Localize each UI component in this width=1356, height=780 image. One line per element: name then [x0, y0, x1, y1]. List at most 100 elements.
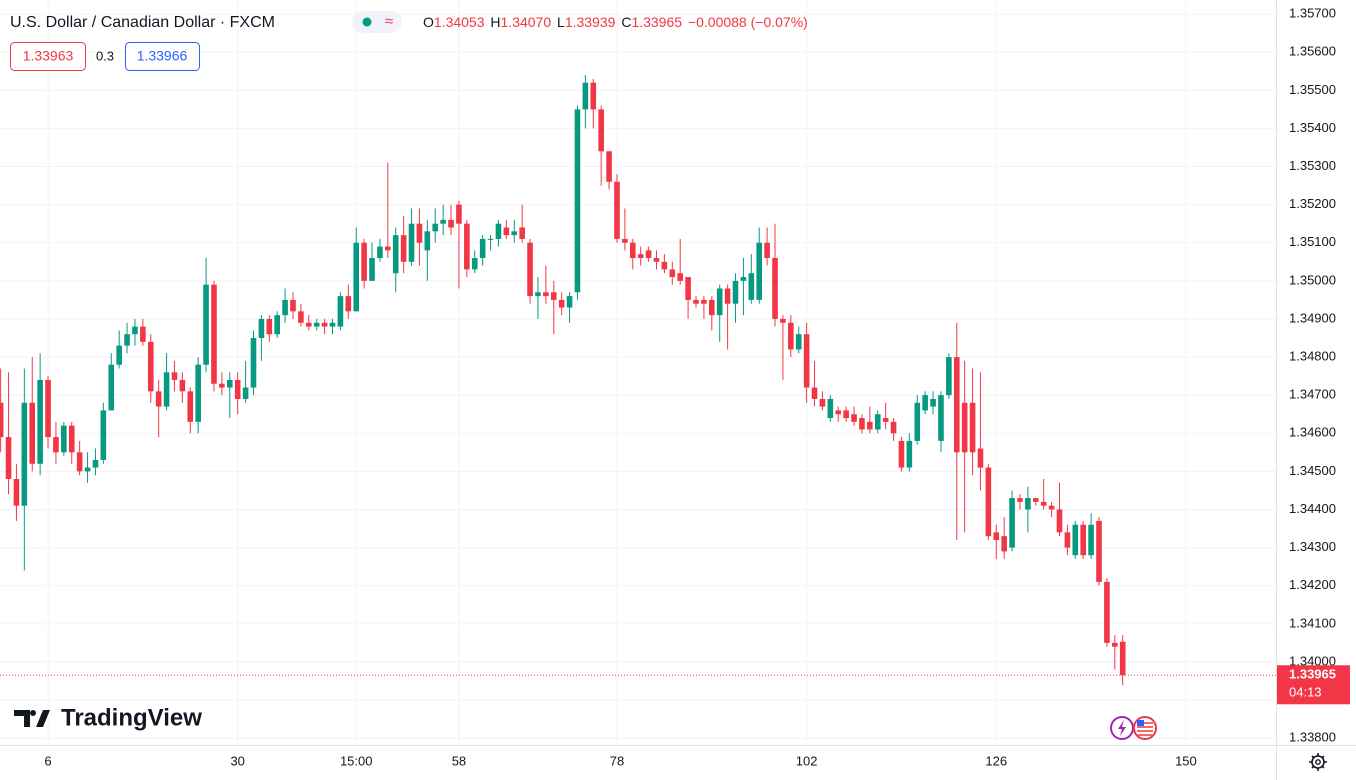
- candle-body: [882, 418, 889, 422]
- candle-body: [566, 296, 573, 308]
- candle-body: [487, 238, 494, 240]
- candle-body: [203, 284, 209, 365]
- y-tick-label: 1.34900: [1289, 310, 1336, 325]
- ohlc-legend: O1.34053 H1.34070 L1.33939 C1.33965 −0.0…: [423, 14, 808, 30]
- bid-price: 1.33963: [23, 48, 74, 64]
- y-tick-label: 1.34600: [1289, 425, 1336, 440]
- candle-body: [313, 322, 320, 327]
- candle-body: [1119, 641, 1126, 676]
- candle-body: [906, 440, 913, 468]
- bid-box[interactable]: [10, 42, 86, 71]
- candle-body: [250, 338, 257, 388]
- x-tick-label: 102: [796, 753, 818, 768]
- candle-body: [424, 231, 431, 251]
- x-tick-label: 126: [985, 753, 1007, 768]
- candle-body: [76, 452, 83, 472]
- delay-icon: ≈: [385, 13, 393, 30]
- settings-gear[interactable]: [1309, 753, 1327, 771]
- candle-body: [977, 448, 984, 468]
- candle-body: [1096, 520, 1102, 582]
- candle-body: [819, 398, 826, 407]
- candle-body: [400, 235, 407, 262]
- candle-body: [985, 467, 992, 537]
- candle-body: [440, 219, 446, 224]
- market-open-dot: [362, 17, 372, 27]
- candle-body: [1032, 498, 1039, 502]
- candle-body: [677, 273, 683, 281]
- x-tick-label: 15:00: [340, 753, 373, 768]
- candle-body: [685, 277, 691, 300]
- y-tick-label: 1.35000: [1289, 272, 1336, 287]
- candle-body: [92, 459, 99, 468]
- candle-body: [543, 292, 549, 297]
- candle-body: [748, 273, 755, 300]
- candle-body: [155, 391, 162, 407]
- y-tick-label: 1.33800: [1289, 730, 1336, 745]
- y-tick-label: 1.35200: [1289, 196, 1336, 211]
- candle-body: [124, 334, 130, 346]
- candle-body: [179, 379, 186, 392]
- candle-body: [495, 223, 502, 239]
- candle-body: [132, 326, 138, 335]
- candle-body: [29, 402, 36, 464]
- candle-body: [211, 284, 217, 384]
- candle-body: [13, 479, 20, 506]
- event-icons[interactable]: [1110, 716, 1157, 740]
- y-tick-label: 1.35500: [1289, 82, 1336, 97]
- candle-body: [851, 414, 857, 422]
- y-tick-label: 1.34000: [1289, 653, 1336, 668]
- candle-body: [938, 395, 944, 441]
- ohlc-value: 1.33939: [565, 14, 616, 30]
- candle-body: [788, 322, 794, 350]
- candle-body: [582, 82, 589, 110]
- candle-body: [1001, 536, 1007, 552]
- candle-body: [716, 288, 723, 316]
- candle-body: [479, 238, 486, 258]
- axes: 1.338001.339001.340001.341001.342001.343…: [44, 6, 1336, 769]
- candle-body: [171, 372, 178, 380]
- candle-body: [163, 372, 170, 407]
- candle-body: [408, 223, 415, 262]
- candle-body: [329, 322, 336, 327]
- ohlc-key: C: [621, 14, 631, 30]
- ask-price: 1.33966: [137, 48, 188, 64]
- candle-body: [337, 296, 344, 327]
- candle-body: [0, 402, 4, 438]
- candle-body: [867, 421, 873, 430]
- candle-body: [1009, 498, 1015, 548]
- candle-body: [859, 418, 865, 430]
- status-pill[interactable]: [352, 11, 402, 33]
- ask-box[interactable]: [125, 42, 200, 71]
- candle-body: [290, 299, 296, 312]
- candle-body: [432, 223, 439, 232]
- candle-body: [234, 379, 241, 399]
- candle-body: [701, 299, 707, 304]
- candle-body: [622, 238, 628, 243]
- candle-body: [550, 292, 557, 300]
- candle-body: [266, 318, 273, 335]
- candle-body: [898, 440, 905, 468]
- candle-body: [306, 322, 312, 327]
- candle-body: [108, 364, 115, 411]
- candle-body: [693, 299, 699, 304]
- candle-body: [21, 402, 28, 506]
- y-tick-label: 1.35700: [1289, 6, 1336, 21]
- candle-body: [756, 242, 763, 300]
- candle-body: [890, 421, 897, 434]
- candle-body: [274, 315, 280, 335]
- candle-body: [226, 379, 233, 388]
- lightning-bolt: [1118, 720, 1126, 736]
- logo[interactable]: TradingView: [14, 704, 202, 731]
- candle-body: [84, 467, 91, 472]
- candle-body: [527, 242, 533, 297]
- last-price-tag: [1277, 665, 1350, 705]
- x-tick-label: 6: [44, 753, 51, 768]
- y-tick-label: 1.34400: [1289, 501, 1336, 516]
- candle-body: [1040, 501, 1047, 506]
- candle-body: [669, 269, 676, 278]
- candle-body: [590, 82, 597, 110]
- y-tick-label: 1.34700: [1289, 387, 1336, 402]
- candle-body: [258, 318, 265, 339]
- candle-body: [598, 109, 604, 152]
